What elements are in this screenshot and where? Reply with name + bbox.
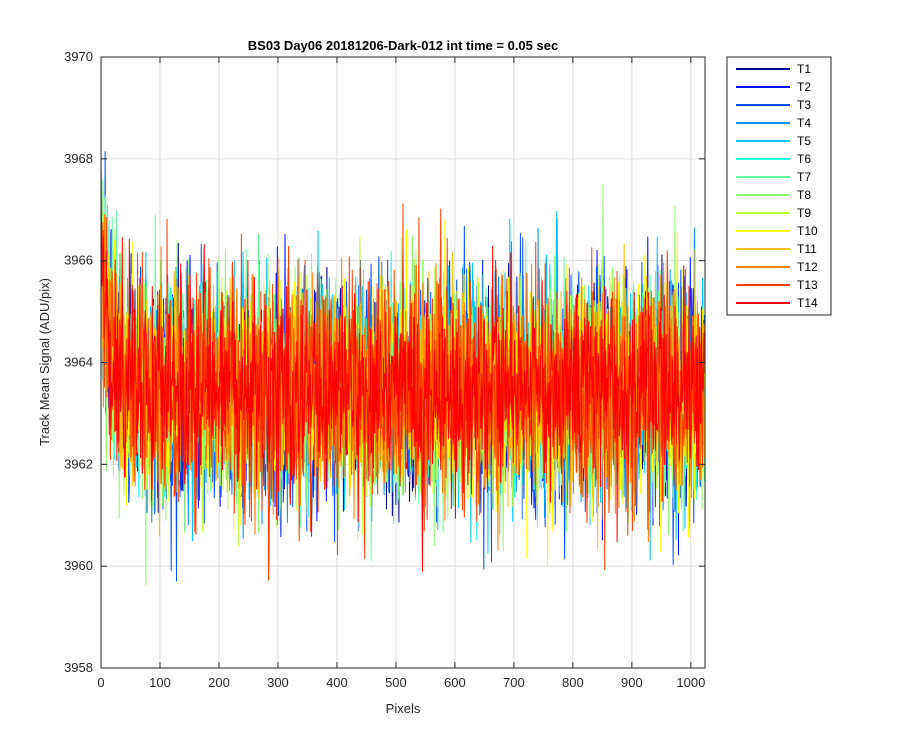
y-tick-label: 3960: [64, 558, 93, 573]
legend-label-t6: T6: [797, 152, 811, 166]
x-axis-label: Pixels: [386, 701, 421, 716]
x-tick-label: 1000: [676, 675, 705, 690]
x-tick-label: 900: [621, 675, 643, 690]
y-axis-label: Track Mean Signal (ADU/pix): [37, 278, 52, 446]
legend-label-t10: T10: [797, 224, 818, 238]
legend-label-t4: T4: [797, 116, 811, 130]
x-tick-label: 200: [208, 675, 230, 690]
x-tick-label: 600: [444, 675, 466, 690]
x-tick-label: 100: [149, 675, 171, 690]
x-tick-label: 0: [97, 675, 104, 690]
legend-label-t9: T9: [797, 206, 811, 220]
y-tick-label: 3970: [64, 49, 93, 64]
x-tick-label: 300: [267, 675, 289, 690]
y-tick-label: 3968: [64, 151, 93, 166]
series-group: [101, 151, 705, 586]
x-tick-label: 500: [385, 675, 407, 690]
legend-label-t14: T14: [797, 296, 818, 310]
legend[interactable]: T1 T2 T3 T4 T5 T6 T7 T8 T9 T10 T11 T12 T13 T14: [726, 56, 832, 316]
y-tick-label: 3966: [64, 253, 93, 268]
x-tick-label: 800: [562, 675, 584, 690]
ticks: 0 100 200 300 400 500 600 700 800 900 1000 3958 3960…: [64, 49, 705, 690]
legend-label-t8: T8: [797, 188, 811, 202]
x-tick-label: 700: [503, 675, 525, 690]
legend-label-t12: T12: [797, 260, 818, 274]
y-tick-label: 3962: [64, 456, 93, 471]
legend-label-t7: T7: [797, 170, 811, 184]
legend-label-t3: T3: [797, 98, 811, 112]
series-line-t14: [101, 176, 705, 572]
legend-label-t2: T2: [797, 80, 811, 94]
chart-title: BS03 Day06 20181206-Dark-012 int time = …: [248, 38, 558, 53]
legend-label-t5: T5: [797, 134, 811, 148]
y-tick-label: 3958: [64, 660, 93, 675]
series-line-t13: [101, 203, 705, 581]
legend-label-t13: T13: [797, 278, 818, 292]
legend-label-t1: T1: [797, 62, 811, 76]
legend-label-t11: T11: [797, 242, 817, 256]
y-tick-label: 3964: [64, 355, 93, 370]
legend-box: [726, 56, 832, 316]
x-tick-label: 400: [326, 675, 348, 690]
